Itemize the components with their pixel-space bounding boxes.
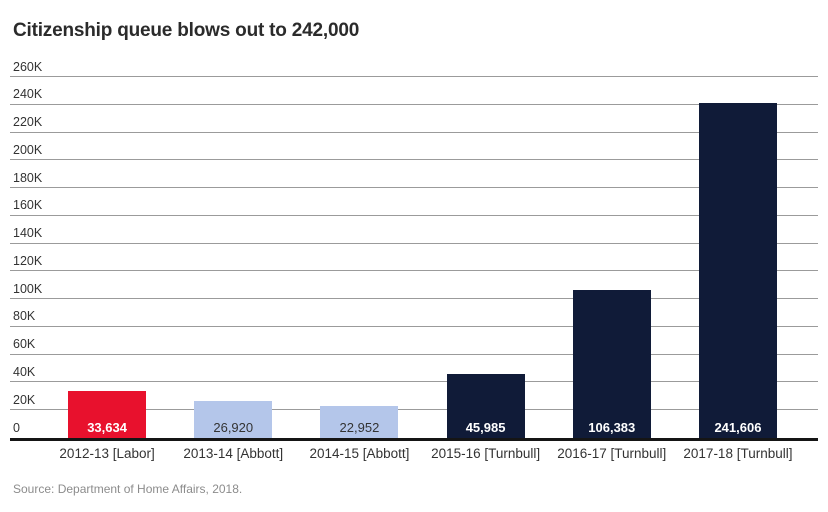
bar-2016-17 [Turnbull]: 106,383 xyxy=(572,290,651,438)
y-tick-label: 140K xyxy=(13,226,43,241)
bars-row: 33,634 26,920 22,952 45,985 106,383 241,606 xyxy=(44,77,801,438)
y-tick-label: 60K xyxy=(13,337,36,352)
bar-column: 22,952 xyxy=(296,77,422,438)
bar-value-label: 106,383 xyxy=(588,420,636,435)
bar-column: 26,920 xyxy=(170,77,296,438)
bar-value-label: 45,985 xyxy=(465,420,506,435)
y-tick-label: 200K xyxy=(13,142,43,157)
gridline xyxy=(10,103,818,105)
chart-title: Citizenship queue blows out to 242,000 xyxy=(13,20,360,41)
y-tick-label: 260K xyxy=(13,59,43,74)
bar-column: 241,606 xyxy=(675,77,801,438)
bar-column: 106,383 xyxy=(549,77,675,438)
x-tick-label: 2014-15 [Abbott] xyxy=(309,446,410,461)
bar-2017-18 [Turnbull]: 241,606 xyxy=(698,102,777,438)
source-note: Source: Department of Home Affairs, 2018… xyxy=(13,482,243,496)
bar-2012-13 [Labor]: 33,634 xyxy=(68,391,147,438)
y-tick-label: 20K xyxy=(13,392,36,407)
bar-value-label: 26,920 xyxy=(213,420,254,435)
x-tick-label: 2016-17 [Turnbull] xyxy=(557,446,667,461)
gridline xyxy=(10,242,818,244)
gridline xyxy=(10,298,818,300)
bar-value-label: 22,952 xyxy=(339,420,380,435)
y-tick-label: 160K xyxy=(13,198,43,213)
gridline xyxy=(10,325,818,327)
x-tick-label: 2017-18 [Turnbull] xyxy=(683,446,793,461)
gridline xyxy=(10,353,818,355)
plot-area: 0 20K 40K 60K 80K 100K 120K 140K 160K 180K 200K 220… xyxy=(10,60,818,441)
bar-value-label: 33,634 xyxy=(87,420,127,435)
bar-2015-16 [Turnbull]: 45,985 xyxy=(446,374,525,438)
y-tick-label: 100K xyxy=(13,281,43,296)
gridline xyxy=(10,214,818,216)
bar-column: 45,985 xyxy=(423,77,549,438)
gridline xyxy=(10,409,818,411)
bar-2013-14 [Abbott]: 26,920 xyxy=(194,400,273,438)
y-tick-label: 0 xyxy=(13,420,20,435)
x-tick-label: 2015-16 [Turnbull] xyxy=(431,446,541,461)
x-axis-labels: 2012-13 [Labor] 2013-14 [Abbott] 2014-15 [… xyxy=(44,446,801,461)
bar-value-label: 241,606 xyxy=(714,420,762,435)
y-tick-label: 220K xyxy=(13,115,43,130)
x-tick-label: 2012-13 [Labor] xyxy=(59,446,155,461)
x-tick-label: 2013-14 [Abbott] xyxy=(183,446,284,461)
gridline xyxy=(10,187,818,189)
gridline xyxy=(10,131,818,133)
bar-column: 33,634 xyxy=(44,77,170,438)
y-tick-label: 80K xyxy=(13,309,36,324)
gridline xyxy=(10,76,818,77)
gridline xyxy=(10,159,818,161)
y-tick-label: 180K xyxy=(13,170,43,185)
gridline xyxy=(10,270,818,272)
gridline xyxy=(10,381,818,383)
bar-2014-15 [Abbott]: 22,952 xyxy=(320,406,399,438)
y-tick-label: 240K xyxy=(13,87,43,102)
y-tick-label: 40K xyxy=(13,364,36,379)
y-tick-label: 120K xyxy=(13,253,43,268)
